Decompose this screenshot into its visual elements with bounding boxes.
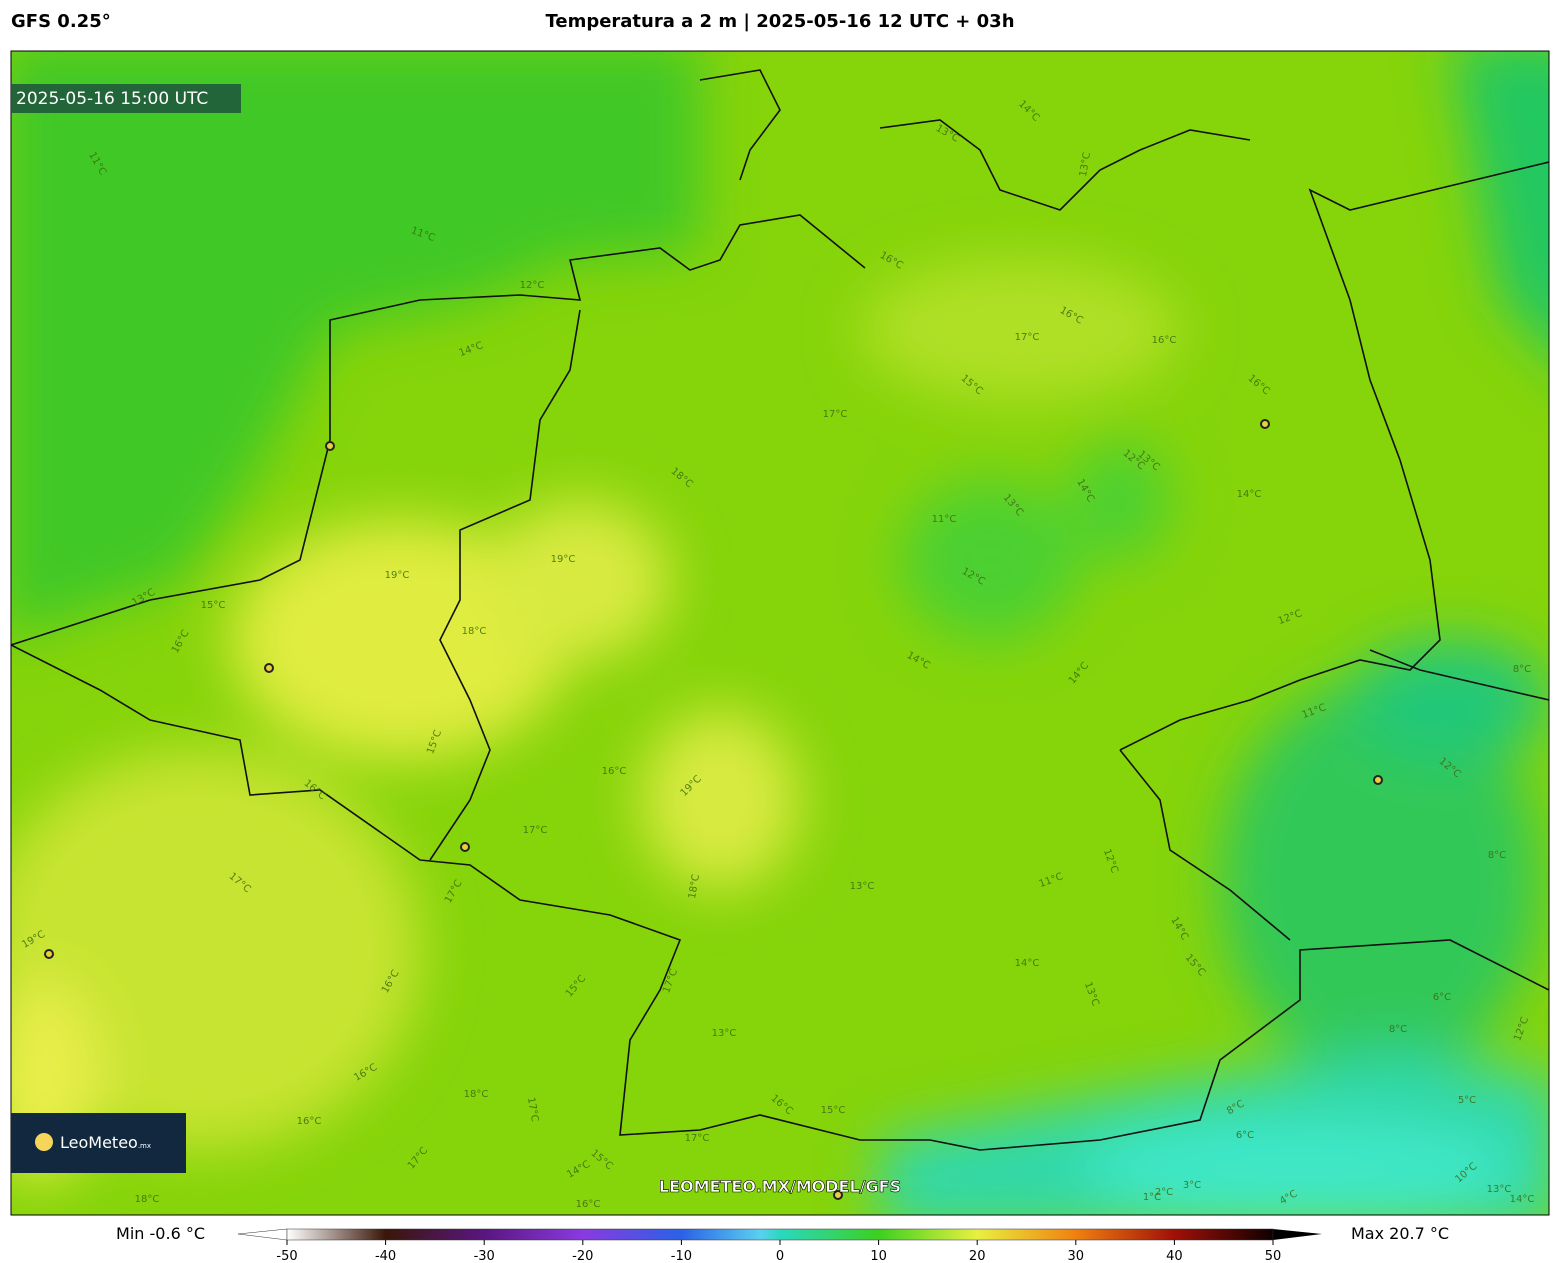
contour-label: 15°C [821,1105,846,1116]
contour-label: 15°C [201,600,226,611]
logo-name: LeoMeteo [60,1133,138,1152]
colorbar-tick-label: -10 [671,1249,692,1263]
contour-label: 18°C [687,873,702,899]
min-label: Min -0.6 °C [116,1224,205,1243]
contour-label: 17°C [523,825,548,836]
contour-label: 14°C [1015,958,1040,969]
contour-label: 1°C [1143,1192,1161,1203]
contour-label: 14°C [1510,1194,1535,1205]
contour-label: 18°C [135,1194,160,1205]
contour-label: 13°C [850,881,875,892]
logo-suffix: .mx [138,1142,151,1150]
contour-label: 18°C [462,626,487,637]
colorbar-tick-label: 20 [969,1249,986,1263]
max-label: Max 20.7 °C [1351,1224,1449,1243]
contour-label: 2°C [1155,1187,1173,1198]
logo: LeoMeteo.mx [60,1133,151,1152]
contour-label: 6°C [1236,1130,1254,1141]
timestamp: 2025-05-16 15:00 UTC [16,89,208,109]
colorbar-arrow [1273,1229,1322,1240]
contour-label: 19°C [385,570,410,581]
colorbar-arrow [237,1228,288,1241]
contour-label: 8°C [1389,1024,1407,1035]
model-label: GFS 0.25° [11,11,111,32]
colorbar-tick-label: 0 [776,1249,784,1263]
contour-label: 19°C [551,554,576,565]
colorbar-tick-label: 10 [870,1249,887,1263]
contour-label: 3°C [1183,1180,1201,1191]
colorbar-tick-label: -50 [276,1249,297,1263]
contour-label: 16°C [602,766,627,777]
contour-label: 6°C [1433,992,1451,1003]
contour-label: 5°C [1458,1095,1476,1106]
watermark: LEOMETEO.MX/MODEL/GFS [659,1177,901,1196]
colorbar-tick-label: 40 [1166,1249,1183,1263]
contour-label: 16°C [1152,335,1177,346]
contour-label: 18°C [464,1089,489,1100]
contour-label: 16°C [576,1199,601,1210]
colorbar [286,1228,1274,1241]
contour-label: 13°C [712,1028,737,1039]
map: 11°C11°C12°C14°C13°C 15°C16°C19°C19°C18°C… [11,51,1549,1215]
contour-label: 17°C [525,1096,540,1122]
contour-label: 17°C [685,1133,710,1144]
colorbar-tick-label: 30 [1068,1249,1085,1263]
title: Temperatura a 2 m | 2025-05-16 12 UTC + … [545,11,1014,32]
contour-label: 12°C [520,280,545,291]
colorbar-tick-label: -20 [572,1249,593,1263]
contour-label: 13°C [1487,1184,1512,1195]
contour-label: 13°C [1078,151,1093,177]
contour-label: 17°C [823,409,848,420]
contour-label: 8°C [1488,850,1506,861]
contour-label: 14°C [1237,489,1262,500]
colorbar-tick-label: 50 [1265,1249,1282,1263]
colorbar-tick-label: -40 [375,1249,396,1263]
contour-label: 11°C [932,514,957,525]
contour-label: 16°C [297,1116,322,1127]
contour-label: 8°C [1513,664,1531,675]
colorbar-tick-label: -30 [474,1249,495,1263]
contour-label: 17°C [1015,332,1040,343]
